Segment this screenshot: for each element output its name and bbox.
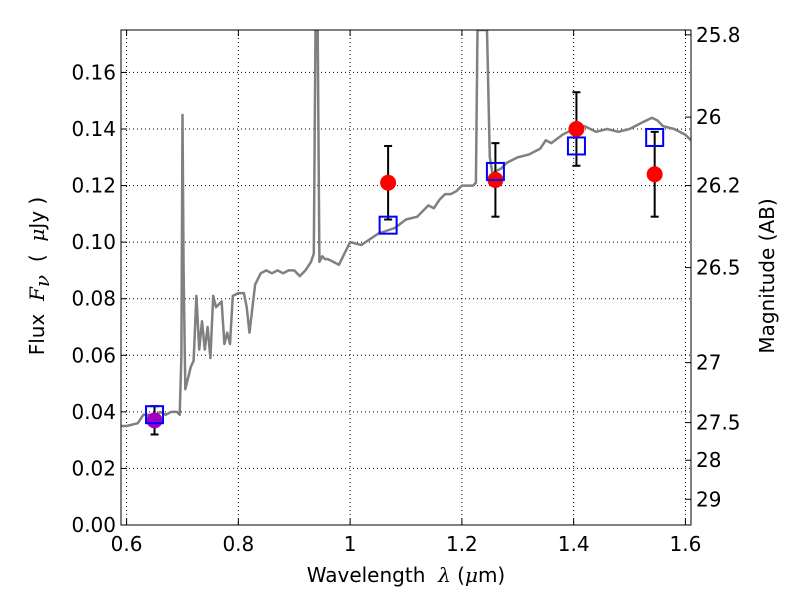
model-band-square [645, 127, 665, 147]
plot-frame [120, 29, 692, 526]
x-tick-label: 1.2 [446, 532, 478, 556]
y-axis-ticks: 0.00 0.02 0.04 0.06 0.08 0.10 0.12 0.14 0.16 [71, 60, 127, 537]
x-tick-label: 1.4 [558, 532, 590, 556]
observed-point [646, 166, 663, 183]
y-tick-label: 0.10 [71, 230, 116, 254]
x-tick-label: 1 [344, 532, 357, 556]
y-tick-label: 0.14 [71, 117, 116, 141]
model-spectrum-line [121, 30, 691, 428]
model-band-square [485, 161, 505, 181]
observed-point [380, 174, 397, 191]
y2-axis-label: Magnitude (AB) [755, 198, 779, 353]
y2-tick-label: 28 [696, 448, 721, 472]
y2-tick-label: 26 [696, 105, 721, 129]
x-tick-label: 0.8 [222, 532, 254, 556]
y2-axis-ticks: 25.8 26 26.2 26.5 27 27.5 28 29 [685, 23, 741, 511]
model-spectrum [121, 30, 691, 428]
y-tick-label: 0.08 [71, 287, 116, 311]
x-axis-label: Wavelength λ (μm) [307, 563, 506, 587]
y-tick-label: 0.16 [71, 60, 116, 84]
x-tick-label: 0.6 [111, 532, 143, 556]
y2-tick-label: 27.5 [696, 411, 741, 435]
y2-tick-label: 29 [696, 487, 721, 511]
x-tick-label: 1.6 [670, 532, 702, 556]
observed-points [146, 121, 663, 429]
model-band-square [145, 405, 165, 425]
y-tick-label: 0.04 [71, 400, 116, 424]
y2-tick-label: 27 [696, 351, 721, 375]
model-band-square [378, 215, 398, 235]
model-band-square [566, 136, 586, 156]
y-tick-label: 0.02 [71, 456, 116, 480]
y2-tick-label: 26.2 [696, 174, 741, 198]
observed-point [568, 121, 585, 137]
y-tick-label: 0.06 [71, 343, 116, 367]
y-tick-label: 0.12 [71, 174, 116, 198]
x-axis-ticks: 0.6 0.8 1 1.2 1.4 1.6 [111, 30, 702, 556]
y2-tick-label: 25.8 [696, 23, 741, 47]
y-axis-label: Flux Fν ( μJy ) [25, 197, 54, 356]
y-tick-label: 0.00 [71, 513, 116, 537]
observed-point [146, 412, 163, 429]
model-band-squares [145, 127, 665, 425]
y2-tick-label: 26.5 [696, 256, 741, 280]
grid [121, 30, 691, 525]
